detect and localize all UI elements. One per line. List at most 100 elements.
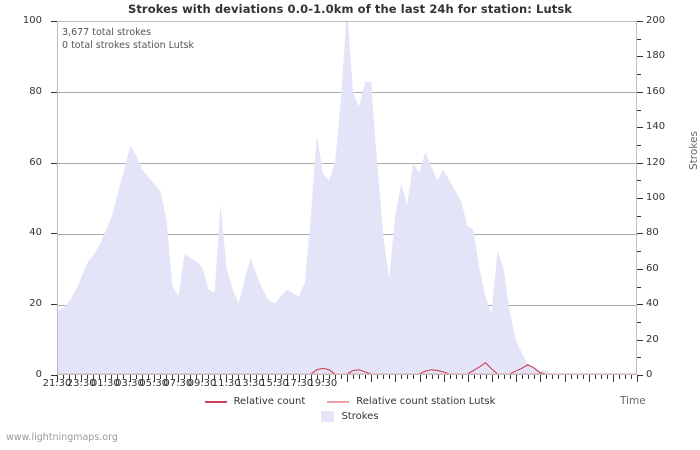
x-axis-minor-tick xyxy=(576,375,578,379)
y-axis-right-minor-tick xyxy=(637,38,641,40)
y-axis-left-tick-label: 80 xyxy=(29,85,42,97)
y-axis-right-tick xyxy=(637,21,643,22)
x-axis-minor-tick xyxy=(413,375,415,379)
x-axis-minor-tick xyxy=(286,375,288,379)
x-axis-minor-tick xyxy=(534,375,536,379)
legend-swatch-icon xyxy=(327,400,350,403)
y-axis-left-tick-label: 40 xyxy=(29,227,42,239)
y-axis-left-tick xyxy=(51,304,57,306)
y-axis-right-title: Strokes xyxy=(688,131,700,170)
x-axis-minor-tick xyxy=(618,375,620,379)
y-axis-right-minor-tick xyxy=(637,109,641,111)
chart-legend: Relative count Relative count station Lut… xyxy=(0,394,700,424)
x-axis-minor-tick xyxy=(510,375,512,379)
x-axis-minor-tick xyxy=(183,375,185,379)
x-axis-major-tick xyxy=(153,375,155,382)
x-axis-major-tick xyxy=(322,375,324,382)
y-axis-right-minor-tick xyxy=(637,321,641,323)
y-axis-right-tick xyxy=(637,56,643,58)
x-axis-minor-tick xyxy=(111,375,113,379)
x-axis-minor-tick xyxy=(159,375,161,379)
x-axis-tick-label: 23:30 xyxy=(66,378,96,389)
x-axis-major-tick xyxy=(612,375,614,382)
x-axis-major-tick xyxy=(226,375,228,382)
legend-swatch-icon xyxy=(204,400,227,403)
x-axis-minor-tick xyxy=(630,375,632,379)
y-axis-left-tick-label: 20 xyxy=(29,298,42,310)
x-axis-minor-tick xyxy=(220,375,222,379)
y-axis-right-tick-label: 120 xyxy=(646,156,666,168)
legend-row: Relative count Relative count station Lut… xyxy=(0,394,700,409)
x-axis-major-tick xyxy=(250,375,252,382)
x-axis-minor-tick xyxy=(570,375,572,379)
y-axis-left-tick-label: 0 xyxy=(35,369,42,380)
x-axis-minor-tick xyxy=(268,375,270,379)
x-axis-major-tick xyxy=(395,375,397,382)
x-axis-minor-tick xyxy=(165,375,167,379)
y-axis-right-tick-label: 60 xyxy=(646,262,659,274)
x-axis-title: Time xyxy=(620,395,646,407)
x-axis-major-tick xyxy=(637,375,638,382)
x-axis-minor-tick xyxy=(141,375,143,379)
legend-label: Relative count station Lutsk xyxy=(356,396,496,407)
x-axis-major-tick xyxy=(57,375,58,382)
y-axis-right-tick-label: 20 xyxy=(646,333,659,345)
y-axis-right-tick-label: 80 xyxy=(646,227,659,239)
x-axis-minor-tick xyxy=(75,375,77,379)
x-axis-minor-tick xyxy=(316,375,318,379)
x-axis-minor-tick xyxy=(117,375,119,379)
x-axis-minor-tick xyxy=(256,375,258,379)
legend-item[interactable]: Relative count station Lutsk xyxy=(327,396,495,407)
x-axis-major-tick xyxy=(516,375,518,382)
x-axis-minor-tick xyxy=(304,375,306,379)
y-axis-right-tick-label: 0 xyxy=(646,369,653,380)
y-axis-right-minor-tick xyxy=(637,357,641,359)
x-axis-tick-label: 15:30 xyxy=(260,378,289,389)
x-axis-major-tick xyxy=(129,375,131,382)
y-axis-left-tick-label: 60 xyxy=(29,156,42,168)
y-axis-left-tick xyxy=(51,91,57,93)
legend-label: Relative count xyxy=(233,396,306,407)
x-axis-tick-label: 11:30 xyxy=(211,378,241,389)
y-axis-right-minor-tick xyxy=(637,286,641,288)
x-axis-minor-tick xyxy=(189,375,191,379)
legend-row: Strokes xyxy=(0,409,700,424)
x-axis-major-tick xyxy=(371,375,373,382)
y-axis-left-tick xyxy=(51,162,57,164)
x-axis-minor-tick xyxy=(546,375,548,379)
x-axis-minor-tick xyxy=(171,375,173,379)
x-axis-major-tick xyxy=(492,375,493,382)
x-axis-minor-tick xyxy=(401,375,403,379)
x-axis-tick-label: 07:30 xyxy=(163,378,193,389)
y-axis-left-tick xyxy=(51,233,57,235)
legend-item[interactable]: Relative count xyxy=(204,396,306,407)
y-axis-right-tick xyxy=(637,233,643,235)
x-axis-major-tick xyxy=(274,375,276,382)
y-axis-right-minor-tick xyxy=(637,251,641,253)
y-axis-right-minor-tick xyxy=(637,215,641,217)
chart-title: Strokes with deviations 0.0-1.0km of the… xyxy=(127,2,573,16)
x-axis-minor-tick xyxy=(310,375,312,379)
x-axis-minor-tick xyxy=(498,375,500,379)
x-axis-minor-tick xyxy=(63,375,65,379)
x-axis-minor-tick xyxy=(431,375,433,379)
x-axis-minor-tick xyxy=(292,375,294,379)
plot-svg xyxy=(58,22,636,374)
x-axis-minor-tick xyxy=(87,375,89,379)
x-axis-minor-tick xyxy=(280,375,282,379)
y-axis-right-tick xyxy=(637,375,643,376)
y-axis-right-tick-label: 200 xyxy=(646,15,666,26)
y-axis-right-minor-tick xyxy=(637,144,641,146)
x-axis-minor-tick xyxy=(449,375,451,379)
x-axis-major-tick xyxy=(81,375,83,382)
x-axis-minor-tick xyxy=(461,375,463,379)
x-axis-minor-tick xyxy=(359,375,361,379)
y-axis-right-tick-label: 100 xyxy=(646,192,666,203)
legend-item[interactable]: Strokes xyxy=(321,411,379,422)
x-axis-major-tick xyxy=(298,375,300,382)
x-axis-major-tick xyxy=(419,375,421,382)
x-axis-major-tick xyxy=(564,375,566,382)
x-axis-major-tick xyxy=(202,375,203,382)
x-axis-minor-tick xyxy=(214,375,216,379)
